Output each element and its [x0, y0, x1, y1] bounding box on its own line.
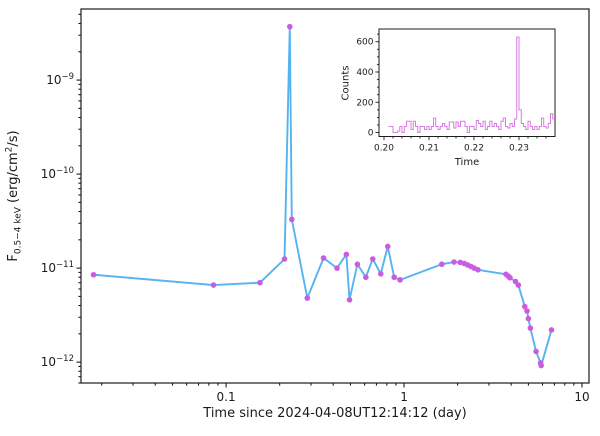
data-point: [334, 265, 340, 271]
y-tick-label: 10−11: [41, 260, 74, 275]
data-point: [288, 216, 295, 223]
counts-step-series: [388, 36, 555, 134]
data-point: [281, 256, 288, 262]
inset-x-tick-label: 0.21: [419, 144, 439, 154]
inset-x-tick-label: 0.23: [509, 144, 529, 154]
inset-tick-labels: 0.20 0.21 0.22 0.23 0 200 400 600: [356, 38, 529, 154]
y-axis-label-f: F: [5, 254, 21, 262]
y-axis-label-end: /s): [5, 130, 21, 147]
data-point: [533, 348, 539, 355]
y-tick-label: 10−9: [46, 72, 74, 87]
flux-series-markers: [90, 23, 555, 369]
data-point: [384, 243, 391, 250]
inset-border: [378, 28, 556, 137]
inset-y-tick-label: 400: [356, 68, 373, 78]
data-point: [286, 23, 293, 30]
y-axis-label-exp: 2: [4, 146, 15, 153]
data-point: [391, 274, 397, 281]
inset-plot: 0.20 0.21 0.22 0.23 0 200 400 600: [356, 28, 556, 154]
data-point: [397, 277, 403, 283]
data-point: [525, 315, 532, 322]
x-axis-label: Time since 2024-04-08UT12:14:12 (day): [81, 406, 589, 421]
x-tick-label: 10: [574, 390, 589, 404]
inset-x-tick-label: 0.20: [374, 144, 394, 154]
x-tick-label: 0.1: [217, 390, 236, 404]
data-point: [548, 327, 555, 333]
inset-y-tick-label: 200: [356, 98, 373, 108]
y-tick-label: 10−10: [41, 166, 74, 181]
inset-x-axis-label: Time: [454, 157, 480, 168]
data-point: [346, 297, 353, 303]
data-point: [90, 271, 97, 278]
x-axis-label-text: Time since 2024-04-08UT12:14:12 (day): [203, 406, 467, 421]
data-point: [524, 308, 530, 314]
data-point: [475, 266, 481, 273]
data-point: [538, 362, 545, 369]
data-point: [320, 255, 327, 261]
data-point: [377, 271, 384, 277]
data-point: [354, 261, 361, 268]
data-point: [507, 274, 513, 281]
data-point: [515, 282, 522, 288]
main-plot-border: [80, 8, 590, 384]
y-axis-label-units: (erg/cm: [5, 152, 21, 208]
inset-y-axis-label: Counts: [340, 65, 352, 101]
inset-x-tick-label: 0.22: [464, 144, 484, 154]
y-axis-label-band: 0.5−4 keV: [13, 207, 24, 255]
data-point: [521, 303, 528, 310]
data-point: [343, 251, 350, 258]
x-tick-label: 1: [400, 390, 408, 404]
inset-y-tick-label: 0: [368, 129, 374, 139]
inset-ticks: [375, 33, 547, 141]
main-ticks: [76, 13, 583, 388]
main-plot: 0.1 1 10 10−9 10−10 10−11 10−12: [41, 8, 590, 404]
data-point: [257, 279, 263, 286]
data-point: [527, 325, 534, 331]
data-point: [304, 295, 311, 301]
data-point: [438, 261, 445, 268]
data-point: [363, 274, 369, 281]
data-point: [210, 282, 217, 288]
main-tick-labels: 0.1 1 10 10−9 10−10 10−11 10−12: [41, 72, 590, 404]
inset-y-tick-label: 600: [356, 38, 373, 48]
data-point: [451, 259, 457, 265]
y-axis-label: F0.5−4 keV (erg/cm2/s): [5, 130, 24, 261]
y-tick-label: 10−12: [41, 354, 74, 369]
data-point: [369, 256, 376, 262]
